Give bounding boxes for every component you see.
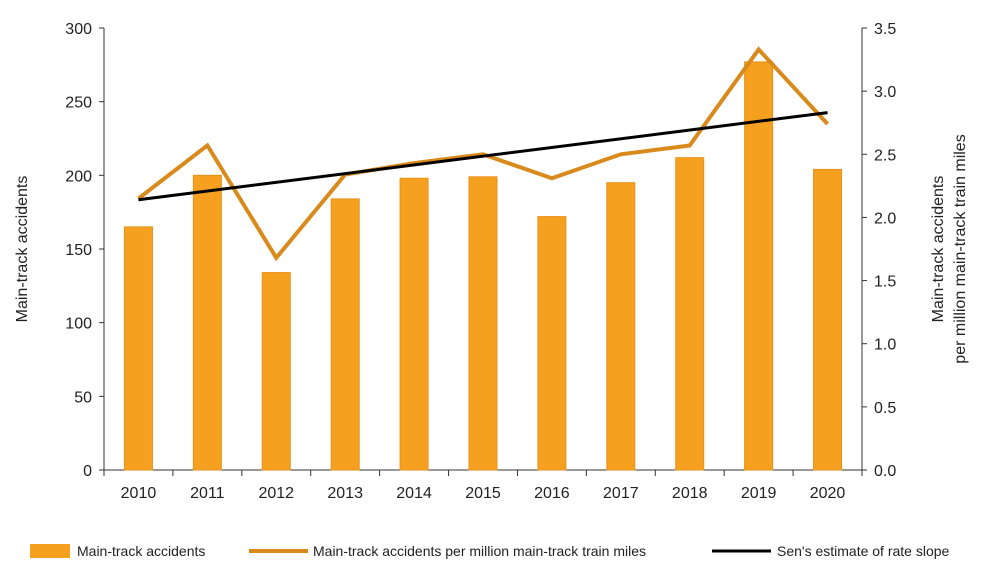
y2-tick-label: 1.0 [874,337,896,354]
legend-label: Main-track accidents per million main-tr… [313,543,646,559]
x-tick-label: 2014 [396,485,432,502]
bar [399,177,429,471]
y-tick-label: 0 [83,463,92,480]
bar [192,174,222,471]
y-axis-label: Main-track accidents [14,176,31,323]
bar [261,272,291,471]
y-tick-label: 250 [65,95,92,112]
y2-axis-label: Main-track accidents [930,176,947,323]
x-tick-label: 2010 [121,485,157,502]
legend-label: Sen's estimate of rate slope [777,543,950,559]
bar [468,176,498,471]
y-tick-label: 50 [74,389,92,406]
x-tick-label: 2015 [465,485,501,502]
legend-bar-swatch [30,544,70,558]
y2-tick-label: 0.0 [874,463,896,480]
bar [537,216,567,471]
y2-tick-label: 3.5 [874,21,896,38]
bar [744,61,774,471]
y2-tick-label: 0.5 [874,400,896,417]
y2-tick-label: 2.0 [874,210,896,227]
legend-label: Main-track accidents [77,543,205,559]
bar [606,182,636,471]
y2-tick-label: 3.0 [874,84,896,101]
x-tick-label: 2011 [190,485,225,502]
y-tick-label: 100 [65,316,92,333]
y2-tick-label: 1.5 [874,274,896,291]
x-tick-label: 2016 [534,485,570,502]
y2-tick-label: 2.5 [874,147,896,164]
x-tick-label: 2020 [810,485,846,502]
rate-line [137,46,830,262]
x-tick-label: 2013 [327,485,363,502]
bar [675,157,705,471]
x-tick-label: 2018 [672,485,708,502]
x-tick-label: 2012 [258,485,294,502]
y-tick-label: 150 [65,242,92,259]
y-tick-label: 300 [65,21,92,38]
x-tick-label: 2017 [603,485,639,502]
sen-slope-line [138,111,828,202]
x-tick-label: 2019 [741,485,777,502]
bar [813,168,843,471]
y2-axis-label: per million main-track train miles [952,134,969,363]
bar [123,226,153,471]
y-tick-label: 200 [65,168,92,185]
bar [330,198,360,471]
